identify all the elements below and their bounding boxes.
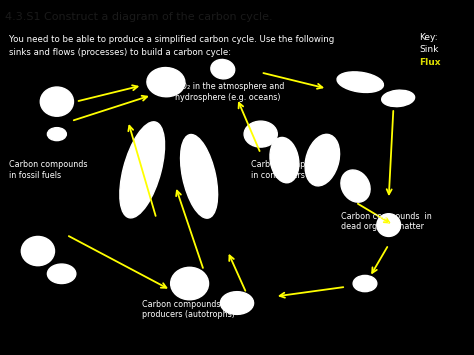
Text: Carbon compounds
in consumers: Carbon compounds in consumers xyxy=(251,160,330,180)
Ellipse shape xyxy=(211,59,235,79)
Ellipse shape xyxy=(353,275,377,292)
Ellipse shape xyxy=(341,170,370,202)
Text: Sink: Sink xyxy=(419,45,439,54)
Text: Carbon compounds
in fossil fuels: Carbon compounds in fossil fuels xyxy=(9,160,88,180)
Ellipse shape xyxy=(382,90,415,106)
Ellipse shape xyxy=(171,267,209,300)
Ellipse shape xyxy=(47,264,76,284)
Ellipse shape xyxy=(147,67,185,97)
Ellipse shape xyxy=(21,236,55,266)
Text: Flux: Flux xyxy=(419,58,441,67)
Ellipse shape xyxy=(47,127,66,141)
Text: Carbon compounds  in
producers (autotrophs): Carbon compounds in producers (autotroph… xyxy=(142,300,235,319)
Text: CO₂ in the atmosphere and
hydrosphere (e.g. oceans): CO₂ in the atmosphere and hydrosphere (e… xyxy=(175,82,285,102)
Ellipse shape xyxy=(270,137,299,183)
Text: sinks and flows (processes) to build a carbon cycle:: sinks and flows (processes) to build a c… xyxy=(9,48,232,57)
Ellipse shape xyxy=(181,135,218,218)
Ellipse shape xyxy=(244,121,277,147)
Text: Carbon compounds  in
dead organic matter: Carbon compounds in dead organic matter xyxy=(341,212,432,231)
Ellipse shape xyxy=(120,122,164,218)
Text: You need to be able to produce a simplified carbon cycle. Use the following: You need to be able to produce a simplif… xyxy=(9,35,335,44)
Text: 4.3.S1 Construct a diagram of the carbon cycle.: 4.3.S1 Construct a diagram of the carbon… xyxy=(5,12,273,22)
Ellipse shape xyxy=(337,72,383,92)
Ellipse shape xyxy=(377,214,401,236)
Text: Key:: Key: xyxy=(419,33,438,43)
Ellipse shape xyxy=(220,292,254,315)
Ellipse shape xyxy=(40,87,73,116)
Ellipse shape xyxy=(305,134,339,186)
